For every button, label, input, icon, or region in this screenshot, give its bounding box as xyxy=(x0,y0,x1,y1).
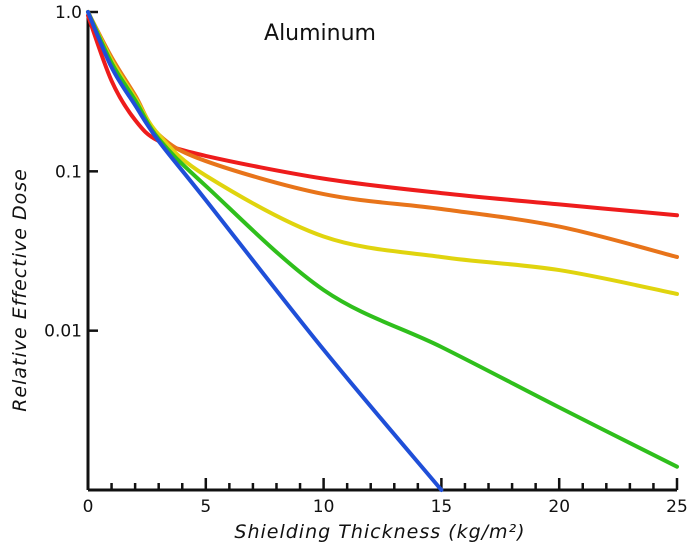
y-tick-label: 1.0 xyxy=(55,3,82,23)
x-tick-label: 10 xyxy=(313,497,335,517)
x-tick-label: 0 xyxy=(83,497,94,517)
x-tick-label: 5 xyxy=(200,497,211,517)
x-tick-label: 25 xyxy=(666,497,688,517)
y-tick-label: 0.01 xyxy=(44,322,82,342)
y-axis-label: Relative Effective Dose xyxy=(9,168,31,412)
series-line-green xyxy=(86,10,679,469)
x-axis-label: Shielding Thickness (kg/m²) xyxy=(234,521,525,543)
series-line-yellow xyxy=(86,10,679,296)
series-line-orange xyxy=(86,10,679,259)
x-tick-label: 20 xyxy=(548,497,570,517)
series-line-blue xyxy=(86,10,444,492)
chart-title: Aluminum xyxy=(264,21,376,46)
x-tick-label: 15 xyxy=(431,497,453,517)
y-tick-label: 0.1 xyxy=(55,162,82,182)
series-line-red xyxy=(86,13,679,218)
